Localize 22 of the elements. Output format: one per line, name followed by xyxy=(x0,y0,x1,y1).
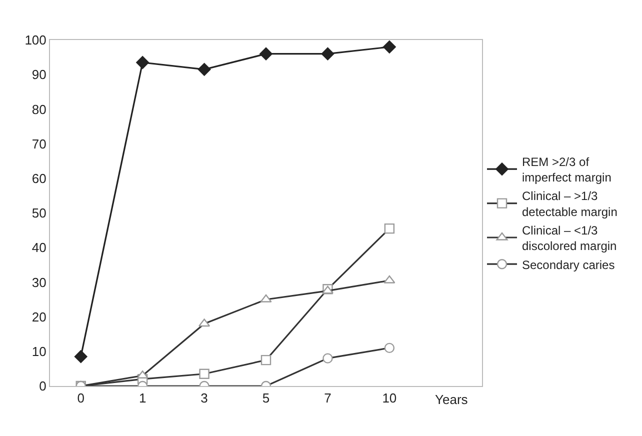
legend-label: Secondary caries xyxy=(522,258,615,272)
x-axis-title: Years xyxy=(435,392,468,407)
legend-label: REM >2/3 of imperfect margin xyxy=(522,154,612,185)
y-tick-label: 60 xyxy=(32,170,46,186)
x-tick-label: 1 xyxy=(138,390,146,406)
legend-label: Clinical – >1/3 detectable margin xyxy=(522,189,618,219)
y-tick-label: 20 xyxy=(32,309,46,324)
y-tick-label: 40 xyxy=(32,240,46,256)
x-tick-label: 10 xyxy=(382,390,397,406)
y-tick-label: 100 xyxy=(24,32,46,48)
x-tick-label: 3 xyxy=(200,390,208,406)
y-tick-label: 10 xyxy=(32,344,46,359)
legend-label: Clinical – <1/3 discolored margin xyxy=(522,223,617,253)
y-tick-label: 70 xyxy=(32,136,46,152)
x-tick-label: 5 xyxy=(262,390,270,406)
y-tick-label: 90 xyxy=(32,67,46,82)
x-tick-label: 7 xyxy=(324,390,332,406)
y-tick-label: 0 xyxy=(39,378,46,394)
y-tick-label: 80 xyxy=(32,102,46,117)
y-tick-label: 30 xyxy=(32,274,46,290)
x-tick-label: 0 xyxy=(77,390,84,406)
y-tick-label: 50 xyxy=(32,206,46,221)
